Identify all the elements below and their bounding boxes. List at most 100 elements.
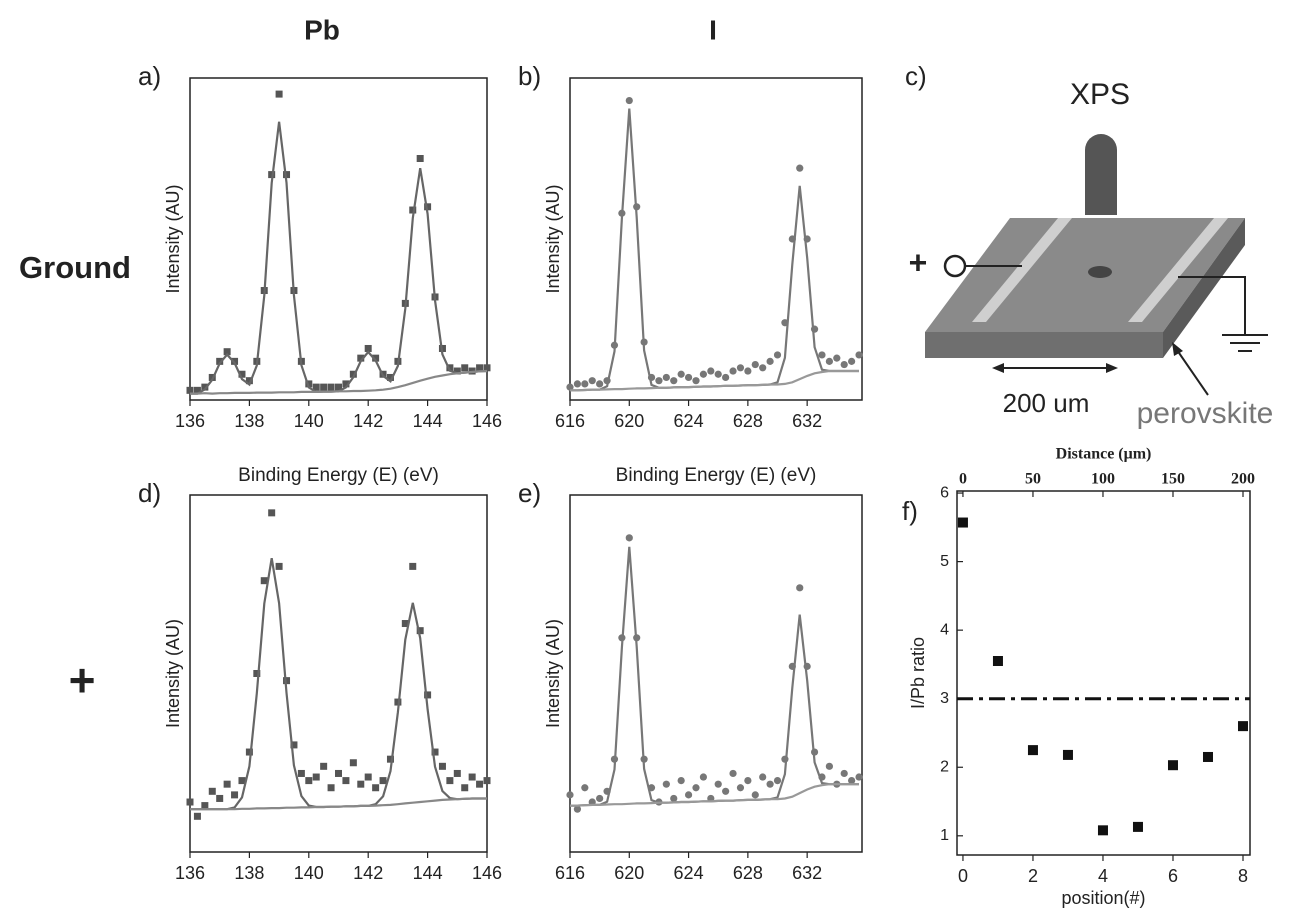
data-point	[744, 367, 752, 375]
data-point	[655, 377, 663, 385]
data-point	[483, 364, 491, 372]
x-tick-label: 140	[294, 411, 324, 431]
data-point	[796, 164, 804, 172]
y-axis-label: I/Pb ratio	[908, 637, 928, 709]
data-point	[238, 370, 246, 378]
data-point	[201, 802, 209, 810]
material-label: perovskite	[1137, 397, 1274, 430]
data-point	[833, 354, 841, 362]
column-label: I	[709, 14, 717, 45]
data-point	[409, 206, 417, 214]
slab-top	[925, 218, 1245, 332]
y-tick-label: 5	[940, 553, 949, 570]
data-point	[342, 777, 350, 785]
data-point	[825, 762, 833, 770]
data-point	[625, 96, 633, 105]
data-point	[416, 627, 424, 635]
data-point	[231, 791, 239, 799]
data-point	[275, 90, 283, 98]
panel-label: c)	[905, 61, 927, 91]
data-point	[312, 383, 320, 391]
x2-tick-label: 150	[1161, 471, 1185, 488]
x2-axis-label: Distance (μm)	[1056, 446, 1152, 463]
x-tick-label: 624	[674, 863, 704, 883]
x-tick-label: 144	[413, 411, 443, 431]
data-point	[596, 794, 604, 803]
data-point	[327, 784, 335, 792]
x-tick-label: 6	[1168, 866, 1178, 886]
data-point	[186, 386, 194, 394]
data-point	[699, 773, 708, 781]
pointer-arrow	[1176, 349, 1209, 396]
data-point	[260, 577, 268, 585]
data-point	[566, 383, 574, 391]
x-tick-label: 624	[674, 411, 704, 431]
data-point	[320, 383, 328, 391]
data-point	[201, 383, 209, 391]
data-point	[573, 380, 582, 388]
data-point	[453, 367, 461, 375]
x-tick-label: 628	[733, 863, 763, 883]
data-point	[297, 769, 305, 777]
data-point	[992, 656, 1003, 667]
data-point	[349, 759, 357, 767]
slab-front	[925, 332, 1163, 358]
data-point	[848, 357, 856, 365]
data-point	[245, 748, 253, 756]
data-point	[759, 773, 767, 781]
data-point	[483, 777, 491, 785]
data-point	[1202, 751, 1213, 762]
data-point	[670, 377, 678, 385]
diagram-title: XPS	[1070, 78, 1130, 111]
data-point	[751, 360, 759, 369]
x-tick-label: 142	[353, 863, 383, 883]
data-point	[818, 351, 826, 359]
data-point	[335, 383, 342, 391]
chart-panel: 616 620 624 628 632 b) Binding Energy (E) (eV)…	[518, 61, 863, 486]
x-tick-label: 136	[175, 863, 205, 883]
x-tick-label: 146	[472, 863, 502, 883]
x-axis-label: position(#)	[1061, 888, 1145, 908]
data-point	[238, 777, 246, 785]
x2-tick-label: 50	[1025, 471, 1041, 488]
data-point	[386, 755, 394, 763]
data-point	[245, 377, 253, 385]
data-point	[223, 780, 231, 788]
slab-side	[1163, 218, 1245, 358]
data-point	[855, 351, 863, 359]
x2-tick-label: 100	[1091, 471, 1115, 488]
data-point	[662, 780, 670, 788]
data-point	[692, 377, 700, 385]
x-tick-label: 144	[413, 863, 443, 883]
x2-tick-label: 200	[1231, 471, 1255, 488]
data-point	[312, 773, 320, 781]
data-point	[290, 741, 298, 749]
data-point	[670, 794, 678, 803]
fit-line	[570, 546, 859, 807]
data-point	[305, 777, 313, 785]
data-point	[1237, 721, 1248, 732]
y-tick-label: 1	[940, 827, 949, 844]
x-tick-label: 620	[614, 411, 644, 431]
scale-label: 200 um	[1003, 388, 1090, 418]
data-point	[840, 769, 848, 778]
data-point	[677, 777, 685, 785]
plot-frame	[569, 494, 863, 853]
data-point	[208, 787, 216, 795]
data-point	[722, 787, 730, 795]
data-point	[751, 791, 759, 799]
data-point	[722, 373, 730, 382]
x-tick-label: 616	[555, 411, 585, 431]
y-axis-label: Intensity (AU)	[163, 184, 183, 293]
data-point	[357, 780, 365, 788]
data-point	[193, 812, 201, 820]
data-point	[424, 691, 432, 699]
data-point	[409, 562, 417, 570]
data-point	[1097, 825, 1108, 836]
data-point	[461, 364, 469, 372]
data-point	[744, 777, 752, 785]
fit-line	[570, 369, 859, 392]
data-point	[305, 380, 313, 388]
data-point	[596, 380, 604, 388]
y-axis-label: Intensity (AU)	[543, 619, 563, 728]
